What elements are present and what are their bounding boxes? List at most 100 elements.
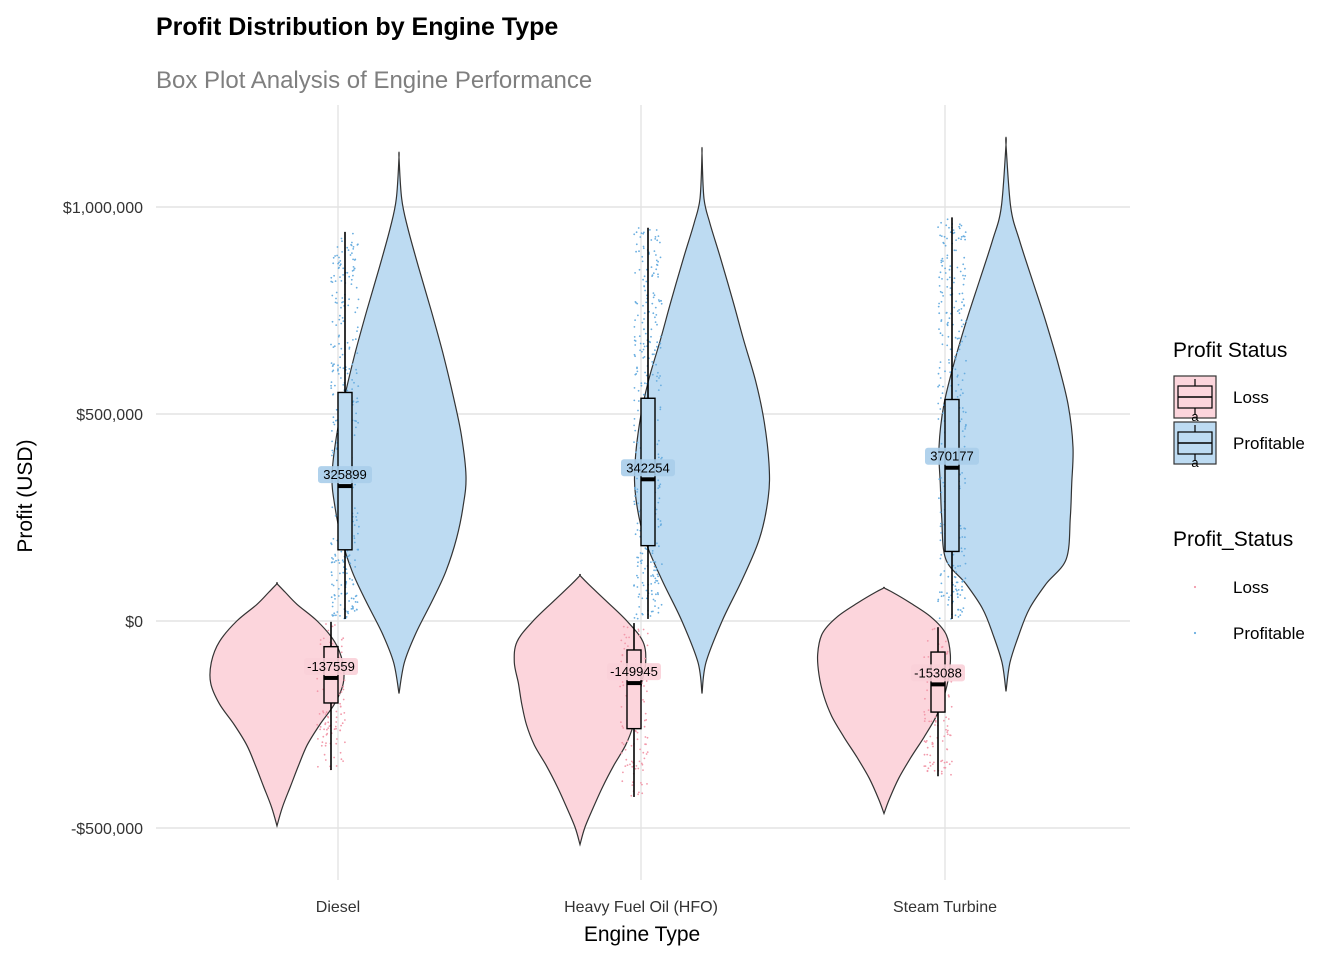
jitter-point — [334, 301, 337, 304]
jitter-point — [948, 362, 950, 364]
jitter-point — [347, 555, 350, 558]
jitter-point — [634, 495, 636, 497]
jitter-point — [356, 601, 359, 603]
jitter-point — [339, 263, 342, 266]
jitter-point — [336, 611, 339, 613]
jitter-point — [958, 330, 960, 333]
jitter-point — [334, 255, 336, 257]
jitter-point — [947, 335, 950, 338]
jitter-point — [951, 760, 953, 763]
jitter-point — [965, 423, 967, 426]
jitter-point — [653, 294, 656, 297]
jitter-point — [942, 260, 944, 262]
x-tick-label: Steam Turbine — [893, 899, 997, 916]
jitter-point — [643, 318, 645, 320]
jitter-point — [956, 351, 959, 354]
jitter-point — [964, 527, 967, 530]
jitter-point — [353, 541, 356, 544]
jitter-point — [634, 301, 637, 303]
jitter-point — [924, 765, 927, 767]
jitter-point — [341, 240, 343, 243]
jitter-point — [634, 344, 637, 346]
jitter-point — [340, 592, 343, 595]
jitter-point — [939, 361, 942, 363]
jitter-point — [348, 554, 351, 556]
jitter-point — [656, 345, 658, 348]
jitter-point — [639, 349, 641, 352]
jitter-point — [633, 387, 636, 389]
jitter-point — [324, 723, 327, 726]
jitter-point — [645, 301, 648, 304]
jitter-point — [334, 598, 336, 600]
plot-marks: -137559 -149945 -153088 325899 342254 370177 — [209, 136, 1074, 847]
jitter-point — [330, 276, 333, 279]
jitter-point — [636, 529, 639, 531]
jitter-point — [964, 238, 966, 241]
jitter-point — [352, 274, 354, 277]
jitter-point — [342, 637, 345, 640]
jitter-point — [642, 584, 645, 587]
jitter-point — [340, 584, 343, 586]
x-axis-title: Engine Type — [584, 923, 700, 946]
jitter-point — [653, 565, 656, 568]
jitter-point — [944, 766, 947, 769]
jitter-point — [354, 559, 356, 562]
jitter-point — [633, 424, 635, 427]
jitter-point — [352, 246, 355, 248]
jitter-point — [332, 416, 335, 419]
jitter-point — [960, 236, 963, 238]
jitter-point — [331, 440, 333, 443]
jitter-point — [349, 254, 352, 256]
jitter-point — [347, 249, 350, 252]
jitter-point — [645, 743, 647, 746]
jitter-point — [644, 712, 647, 715]
jitter-point — [346, 271, 349, 274]
jitter-point — [643, 725, 646, 728]
jitter-point — [636, 488, 639, 491]
jitter-point — [637, 576, 639, 579]
jitter-point — [352, 248, 355, 250]
y-tick-label: $0 — [125, 614, 143, 631]
jitter-point — [660, 603, 663, 606]
jitter-point — [634, 272, 636, 274]
jitter-point — [640, 562, 643, 565]
jitter-point — [335, 742, 338, 745]
jitter-point — [348, 368, 351, 370]
jitter-point — [964, 562, 967, 565]
jitter-point — [933, 769, 936, 772]
jitter-point — [337, 559, 340, 562]
jitter-point — [953, 306, 956, 309]
jitter-point — [331, 614, 334, 616]
jitter-point — [633, 326, 636, 328]
jitter-point — [961, 379, 964, 381]
jitter-point — [633, 503, 636, 506]
jitter-point — [337, 373, 340, 375]
jitter-point — [638, 760, 641, 763]
legend-title-profit-status: Profit Status — [1173, 339, 1287, 362]
jitter-point — [653, 250, 656, 253]
jitter-point — [655, 593, 657, 596]
jitter-point — [926, 681, 929, 683]
jitter-point — [642, 628, 645, 631]
jitter-point — [660, 384, 662, 387]
jitter-point — [626, 740, 629, 743]
jitter-point — [652, 598, 655, 601]
jitter-point — [946, 286, 949, 288]
jitter-point — [624, 765, 627, 767]
jitter-point — [332, 369, 335, 372]
jitter-point — [345, 556, 348, 559]
jitter-point — [637, 596, 640, 598]
jitter-point — [942, 295, 944, 297]
jitter-point — [642, 348, 645, 351]
jitter-point — [340, 280, 343, 282]
jitter-point — [638, 606, 641, 608]
jitter-point — [330, 280, 333, 283]
jitter-point — [961, 536, 964, 538]
jitter-point — [330, 362, 333, 364]
jitter-point — [355, 594, 358, 597]
jitter-point — [957, 383, 960, 386]
jitter-point — [635, 613, 638, 616]
jitter-point — [955, 588, 957, 591]
jitter-point — [938, 312, 941, 315]
jitter-point — [651, 373, 654, 376]
